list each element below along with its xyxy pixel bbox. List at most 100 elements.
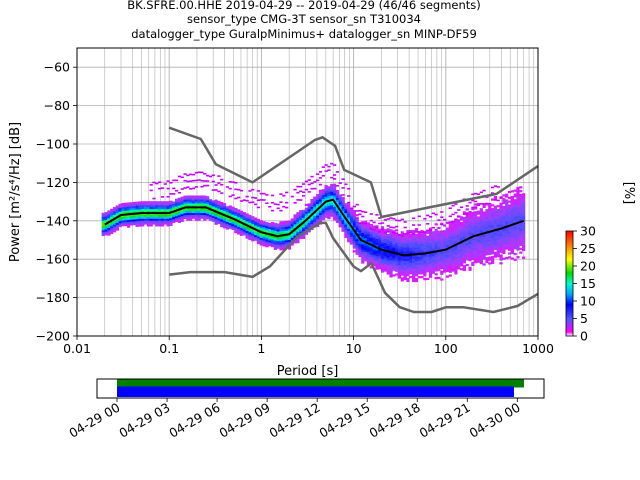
psd-cell (519, 205, 523, 208)
psd-cell (316, 194, 320, 197)
psd-cell (347, 234, 351, 237)
psd-cell (411, 258, 416, 261)
psd-cell (389, 233, 393, 236)
psd-cell (358, 222, 362, 224)
psd-cell (375, 225, 379, 228)
psd-cell (386, 239, 390, 242)
psd-cell (138, 218, 142, 221)
psd-cell (516, 246, 520, 249)
psd-cell (186, 197, 190, 200)
psd-cell (479, 238, 483, 242)
psd-cell (324, 184, 328, 188)
psd-cell (474, 230, 478, 233)
psd-cell (203, 210, 207, 214)
psd-cell (248, 228, 252, 231)
psd-cell (440, 255, 444, 258)
psd-cell (245, 228, 249, 231)
psd-cell (330, 208, 334, 212)
psd-cell (437, 234, 441, 237)
psd-cell (451, 204, 455, 207)
psd-cell (285, 230, 289, 233)
psd-cell (409, 266, 413, 269)
psd-cell (338, 225, 342, 228)
psd-cell (437, 269, 441, 272)
psd-cell (301, 225, 306, 228)
psd-cell (434, 229, 438, 232)
psd-cell (474, 245, 478, 248)
psd-cell (462, 220, 466, 224)
psd-cell (211, 180, 215, 183)
psd-cell (507, 237, 512, 240)
psd-cell (330, 187, 334, 190)
psd-cell (482, 246, 486, 249)
psd-cell (519, 209, 523, 212)
psd-cell (505, 243, 509, 246)
psd-cell (186, 212, 190, 215)
psd-cell (468, 216, 472, 220)
psd-cell (490, 192, 495, 194)
psd-cell (462, 242, 466, 245)
psd-cell (273, 226, 277, 229)
psd-cell (242, 199, 246, 201)
psd-cell (409, 249, 413, 252)
psd-cell (400, 252, 404, 255)
psd-cell (485, 249, 489, 252)
psd-cell (516, 190, 520, 194)
psd-cell (507, 248, 512, 251)
psd-cell (403, 241, 407, 244)
psd-cell (459, 248, 464, 252)
psd-cell (222, 205, 227, 208)
psd-cell (355, 248, 359, 251)
psd-cell (361, 222, 365, 225)
psd-cell (135, 203, 139, 206)
psd-cell (417, 254, 421, 258)
psd-cell (268, 242, 272, 245)
psd-cell (448, 264, 452, 268)
psd-cell (448, 234, 452, 237)
psd-cell (115, 205, 119, 208)
psd-cell (155, 218, 159, 221)
psd-cell (502, 228, 506, 232)
psd-cell (256, 226, 261, 229)
psd-cell (189, 208, 193, 212)
psd-cell (431, 235, 435, 238)
psd-cell (499, 241, 503, 244)
psd-cell (265, 227, 269, 231)
psd-cell (440, 241, 444, 245)
psd-cell (428, 237, 433, 240)
psd-cell (101, 233, 105, 237)
psd-cell (423, 237, 427, 240)
psd-cell (347, 230, 351, 233)
psd-cell (146, 205, 150, 208)
psd-cell (279, 227, 283, 230)
psd-cell (304, 223, 308, 226)
psd-cell (107, 227, 111, 230)
psd-cell (426, 258, 430, 261)
psd-cell (507, 244, 512, 247)
psd-cell (414, 229, 419, 233)
psd-cell (200, 203, 204, 206)
psd-cell (268, 228, 272, 231)
psd-cell (180, 188, 184, 190)
psd-cell (270, 243, 275, 246)
psd-cell (397, 247, 402, 250)
psd-cell (318, 193, 323, 196)
psd-cell (143, 222, 148, 225)
psd-cell (200, 208, 204, 212)
psd-cell (330, 191, 334, 194)
psd-cell (349, 240, 354, 243)
psd-cell (409, 239, 413, 242)
psd-cell (375, 265, 379, 268)
psd-cell (180, 204, 184, 207)
psd-cell (256, 236, 261, 239)
psd-cell (127, 210, 131, 213)
psd-cell (471, 221, 475, 224)
psd-cell (293, 188, 297, 191)
psd-cell (318, 214, 323, 217)
psd-cell (364, 232, 368, 235)
psd-cell (482, 240, 486, 243)
psd-cell (256, 224, 261, 227)
psd-cell (465, 215, 469, 219)
psd-cell (423, 272, 427, 275)
psd-cell (287, 220, 292, 223)
